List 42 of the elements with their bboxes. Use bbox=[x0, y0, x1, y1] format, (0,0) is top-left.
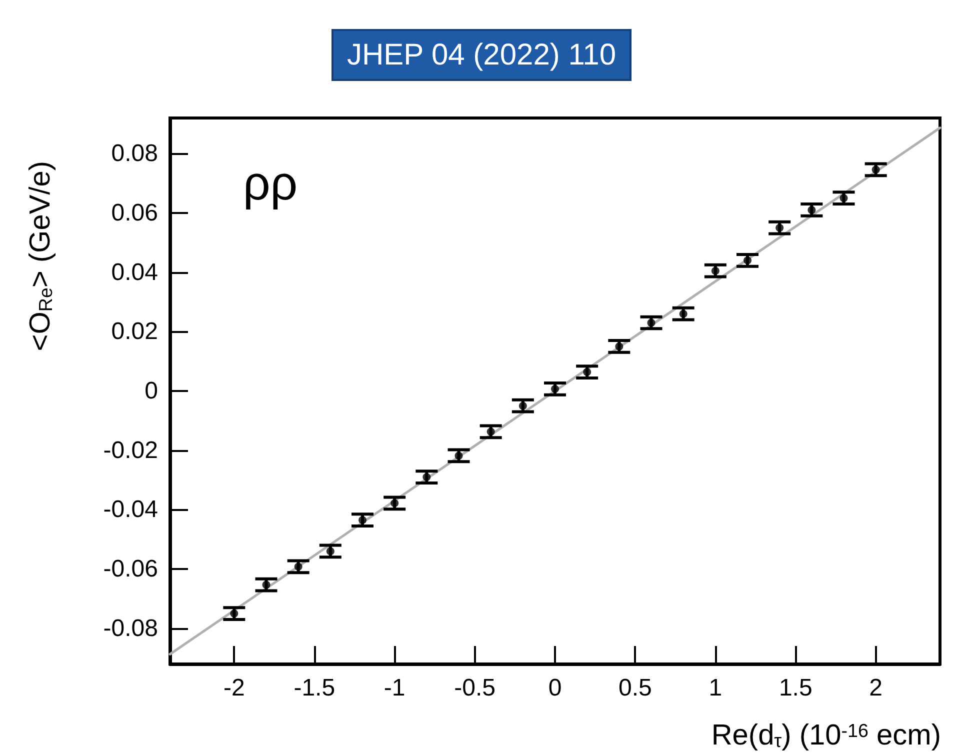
y-tick-label: 0.02 bbox=[111, 318, 158, 346]
x-tick-label: 0 bbox=[548, 674, 562, 702]
point bbox=[358, 516, 366, 524]
point bbox=[711, 266, 720, 275]
y-tick-label: 0.04 bbox=[111, 258, 158, 286]
point bbox=[326, 547, 334, 556]
annotation: ρρ bbox=[243, 158, 298, 210]
point bbox=[294, 562, 302, 571]
y-tick-label: -0.04 bbox=[103, 496, 158, 524]
y-tick-label: -0.02 bbox=[103, 436, 158, 464]
point bbox=[776, 224, 784, 232]
point bbox=[551, 384, 559, 393]
point bbox=[647, 318, 656, 327]
y-tick-label: -0.06 bbox=[103, 556, 158, 583]
point bbox=[840, 194, 848, 202]
point bbox=[518, 402, 527, 410]
point bbox=[454, 452, 463, 460]
y-tick-label: 0.06 bbox=[111, 199, 158, 226]
x-tick-label: 1.5 bbox=[778, 674, 812, 702]
point bbox=[230, 610, 238, 618]
x-tick-label: 1 bbox=[708, 674, 722, 702]
point bbox=[744, 256, 752, 264]
y-tick-label: -0.08 bbox=[103, 614, 158, 642]
chart-title: JHEP 04 (2022) 110 bbox=[346, 38, 616, 72]
point bbox=[262, 580, 270, 589]
y-axis-title: <ORe> (GeV/e) bbox=[24, 160, 56, 352]
x-tick-label: 2 bbox=[869, 674, 883, 702]
x-tick-label: 0.5 bbox=[618, 674, 652, 702]
x-tick-label: -0.5 bbox=[454, 674, 496, 702]
y-tick-label: 0 bbox=[144, 378, 158, 404]
point bbox=[615, 342, 624, 350]
point bbox=[872, 166, 880, 174]
y-tick-label: 0.08 bbox=[111, 140, 158, 168]
x-tick-label: -1 bbox=[384, 674, 406, 702]
x-tick-label: -2 bbox=[223, 674, 245, 702]
point bbox=[422, 473, 431, 482]
point bbox=[390, 499, 399, 508]
point bbox=[583, 368, 592, 376]
x-tick-label: -1.5 bbox=[294, 674, 336, 702]
point bbox=[808, 206, 816, 214]
point bbox=[486, 428, 495, 436]
point bbox=[679, 310, 688, 318]
